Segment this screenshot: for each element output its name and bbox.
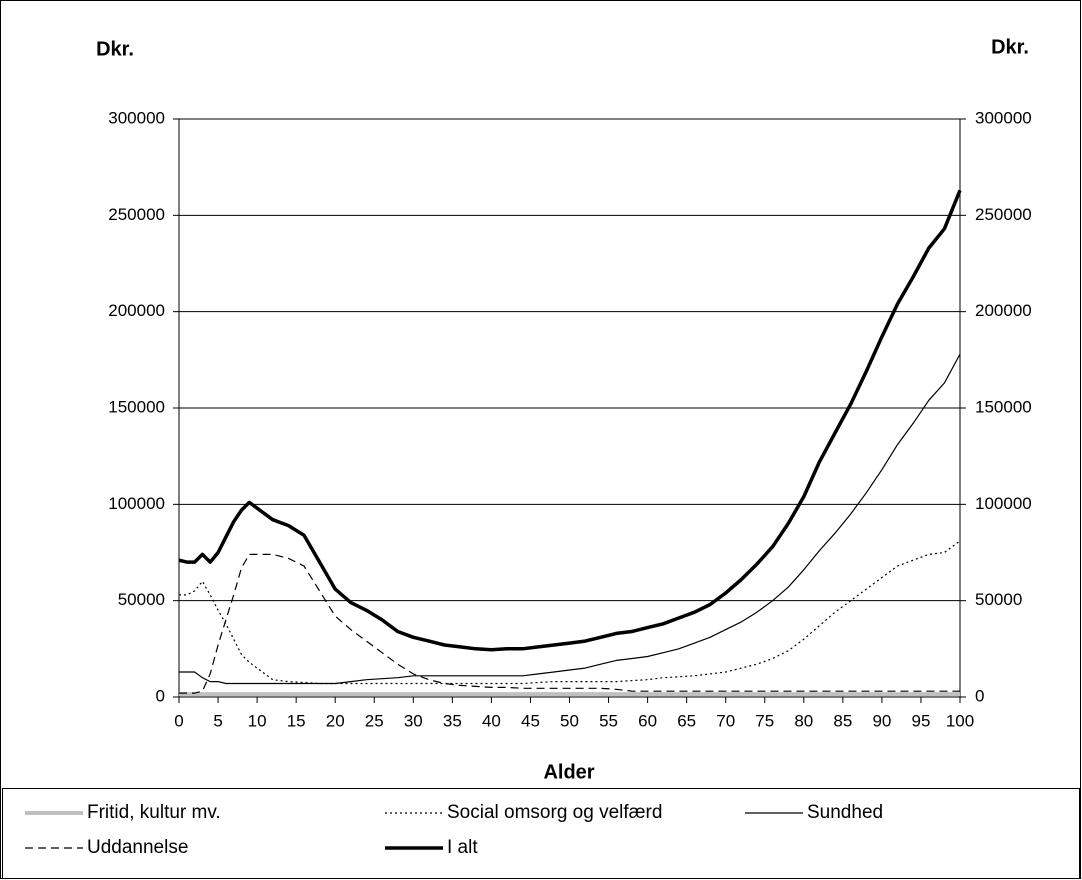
legend-label: Sundhed xyxy=(807,802,883,823)
y2-tick-label: 200000 xyxy=(975,301,1032,320)
x-tick-label: 95 xyxy=(911,711,930,730)
y-tick-label: 150000 xyxy=(108,397,165,416)
legend-label: I alt xyxy=(447,837,478,858)
y-axis-label: Dkr. xyxy=(96,38,134,60)
x-tick-label: 45 xyxy=(521,711,540,730)
y2-tick-label: 100000 xyxy=(975,494,1032,513)
x-tick-label: 90 xyxy=(872,711,891,730)
x-tick-label: 100 xyxy=(946,711,974,730)
x-tick-label: 80 xyxy=(794,711,813,730)
series-line xyxy=(178,189,962,652)
y-tick-label: 100000 xyxy=(108,494,165,513)
series-line xyxy=(179,540,961,685)
x-tick-label: 30 xyxy=(404,711,423,730)
x-tick-label: 0 xyxy=(174,711,183,730)
x-tick-label: 20 xyxy=(326,711,345,730)
series-line xyxy=(179,553,960,694)
x-tick-label: 25 xyxy=(365,711,384,730)
legend-label: Fritid, kultur mv. xyxy=(87,802,221,823)
y2-tick-label: 250000 xyxy=(975,205,1032,224)
y2-tick-label: 0 xyxy=(975,686,984,705)
legend-label: Uddannelse xyxy=(87,837,188,858)
y2-axis-label: Dkr. xyxy=(991,36,1029,58)
legend-label: Social omsorg og velfærd xyxy=(447,802,662,823)
y2-tick-label: 300000 xyxy=(975,108,1032,127)
y-tick-label: 300000 xyxy=(108,108,165,127)
x-tick-label: 70 xyxy=(716,711,735,730)
y-tick-label: 50000 xyxy=(118,590,165,609)
x-tick-label: 40 xyxy=(482,711,501,730)
x-tick-label: 65 xyxy=(677,711,696,730)
y2-tick-label: 150000 xyxy=(975,397,1032,416)
x-tick-label: 15 xyxy=(287,711,306,730)
x-tick-label: 35 xyxy=(443,711,462,730)
y-tick-label: 200000 xyxy=(108,301,165,320)
y-tick-label: 0 xyxy=(156,686,165,705)
y2-tick-label: 50000 xyxy=(975,590,1022,609)
x-tick-label: 5 xyxy=(213,711,222,730)
x-tick-label: 85 xyxy=(833,711,852,730)
x-tick-label: 55 xyxy=(599,711,618,730)
x-tick-label: 60 xyxy=(638,711,657,730)
x-axis-label: Alder xyxy=(543,761,594,783)
x-tick-label: 10 xyxy=(248,711,267,730)
legend-box xyxy=(2,788,1080,879)
x-tick-label: 50 xyxy=(560,711,579,730)
series-line xyxy=(179,353,961,685)
x-tick-label: 75 xyxy=(755,711,774,730)
y-tick-label: 250000 xyxy=(108,205,165,224)
